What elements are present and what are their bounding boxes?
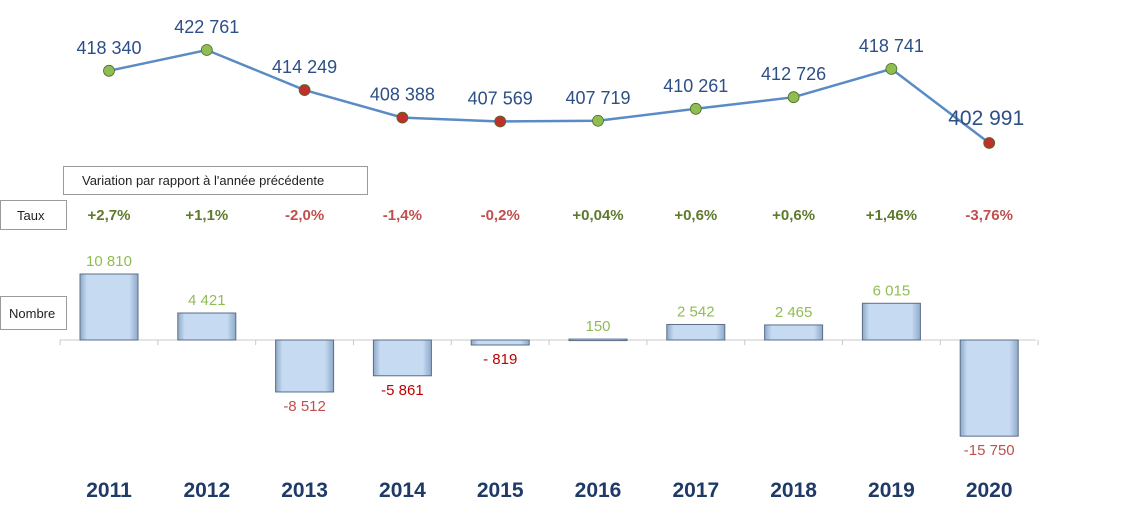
population-line [108, 48, 990, 144]
population-label-2018: 412 726 [761, 64, 826, 84]
rate-label-2017: +0,6% [674, 207, 717, 224]
population-label-2019: 418 741 [859, 36, 924, 56]
population-label-2015: 407 569 [468, 88, 533, 108]
change-label-2019: 6 015 [873, 282, 911, 299]
taux-row-label: Taux [0, 200, 67, 230]
year-label-2012: 2012 [183, 479, 230, 502]
year-label-2019: 2019 [868, 479, 915, 502]
rate-label-2016: +0,04% [572, 207, 623, 224]
rate-label-2011: +2,7% [88, 207, 131, 224]
population-point-2018 [787, 91, 800, 104]
change-label-2018: 2 465 [775, 304, 813, 321]
population-point-2017 [689, 102, 702, 115]
change-bar-2020 [959, 339, 1019, 437]
year-label-2011: 2011 [86, 479, 132, 502]
population-point-2012 [200, 44, 213, 56]
rate-label-2018: +0,6% [772, 207, 815, 224]
change-label-2016: 150 [585, 318, 610, 335]
year-label-2020: 2020 [966, 479, 1013, 502]
rate-label-2014: -1,4% [383, 207, 422, 224]
change-bar-2012 [177, 312, 237, 341]
change-label-2012: 4 421 [188, 292, 226, 309]
population-point-2011 [103, 64, 115, 77]
change-bar-2019 [861, 302, 921, 341]
change-bar-2015 [470, 339, 530, 346]
population-point-2019 [885, 63, 898, 75]
population-label-2013: 414 249 [272, 57, 337, 77]
change-label-2020: -15 750 [964, 442, 1015, 459]
rate-label-2013: -2,0% [285, 207, 324, 224]
change-bar-2018 [764, 324, 824, 341]
rate-label-2012: +1,1% [185, 207, 228, 224]
nombre-row-label: Nombre [0, 296, 67, 330]
year-label-2017: 2017 [672, 479, 719, 502]
year-label-2018: 2018 [770, 479, 817, 502]
population-label-2016: 407 719 [565, 88, 630, 108]
population-label-2020: 402 991 [948, 107, 1024, 130]
population-point-2013 [298, 84, 311, 96]
rate-label-2019: +1,46% [866, 207, 917, 224]
change-bar-2013 [275, 339, 335, 393]
population-label-2012: 422 761 [174, 17, 239, 37]
population-point-2020 [983, 137, 996, 149]
population-label-2011: 418 340 [76, 38, 141, 58]
year-label-2015: 2015 [477, 479, 524, 502]
year-label-2016: 2016 [575, 479, 622, 502]
change-label-2014: -5 861 [381, 382, 424, 399]
change-label-2011: 10 810 [86, 253, 132, 270]
year-label-2014: 2014 [379, 479, 426, 502]
change-bar-2016 [568, 338, 628, 342]
rate-label-2015: -0,2% [481, 207, 520, 224]
change-bar-2011 [79, 273, 139, 341]
rate-label-2020: -3,76% [965, 207, 1013, 224]
population-point-2016 [592, 114, 604, 127]
population-point-2014 [396, 111, 409, 124]
change-bar-2017 [666, 323, 726, 341]
population-label-2014: 408 388 [370, 85, 435, 105]
change-bar-2014 [372, 339, 432, 377]
change-label-2013: -8 512 [283, 398, 326, 415]
population-point-2015 [494, 115, 507, 128]
year-label-2013: 2013 [281, 479, 328, 502]
change-label-2015: - 819 [483, 351, 517, 368]
change-label-2017: 2 542 [677, 303, 715, 320]
population-label-2017: 410 261 [663, 76, 728, 96]
variation-caption: Variation par rapport à l'année précéden… [63, 166, 368, 195]
